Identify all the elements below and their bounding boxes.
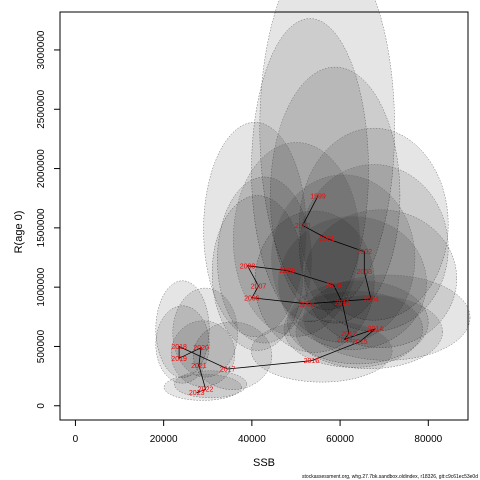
year-label-2019: 2019 [171,356,187,363]
uncertainty-ellipse-2021 [170,320,236,387]
y-tick-label: 2000000 [36,149,47,188]
x-axis: 0 20000 40000 60000 80000 [73,419,443,445]
year-label-2008: 2008 [240,263,256,270]
uncertainty-ellipse-2002 [299,127,449,321]
uncertainty-ellipses [155,0,471,401]
uncertainty-ellipse-2006 [211,195,304,351]
x-tick-label: 60000 [326,434,354,445]
uncertainty-ellipse-2000 [251,18,369,323]
y-tick-label: 1500000 [36,208,47,247]
year-label-2000: 2000 [295,223,311,230]
uncertainty-ellipse-2017 [193,321,273,390]
y-tick-label: 2500000 [36,89,47,128]
year-label-2021: 2021 [191,363,207,370]
uncertainty-ellipse-2022 [174,370,247,399]
x-axis-title: SSB [253,457,275,469]
year-label-2015: 2015 [352,339,368,346]
uncertainty-ellipse-2001 [270,66,401,324]
uncertainty-ellipse-2015 [295,294,443,369]
uncertainty-ellipse-2013 [283,290,423,368]
year-label-2017: 2017 [220,367,236,374]
y-tick-label: 500000 [36,329,47,363]
year-label-2007: 2007 [251,284,267,291]
y-tick-label: 3000000 [36,30,47,69]
trajectory-line [178,195,376,394]
year-label-2003: 2003 [357,269,373,276]
y-axis: 0 500000 1000000 1500000 2000000 2500000 30000… [36,30,61,409]
year-label-2001: 2001 [319,236,335,243]
uncertainty-ellipse-2003 [299,164,449,332]
year-label-2012: 2012 [341,331,357,338]
year-label-2005: 2005 [299,301,315,308]
x-tick-label: 40000 [238,434,266,445]
year-label-2002: 2002 [357,249,373,256]
uncertainty-ellipse-2012 [287,280,429,365]
year-label-2013: 2013 [337,337,353,344]
year-label-2011: 2011 [335,300,350,307]
year-label-2018: 2018 [171,344,187,351]
year-label-2009: 2009 [279,268,295,275]
year-label-2023: 2023 [189,390,205,397]
y-tick-label: 0 [36,403,47,409]
year-labels: 1999 2000 2001 2002 2003 2004 2005 2006 2007 2008… [171,193,383,397]
x-tick-label: 20000 [150,434,178,445]
uncertainty-ellipse-2019 [155,305,210,384]
y-axis-title: R(age 0) [13,211,25,254]
year-label-2004: 2004 [363,297,379,304]
year-label-2016: 2016 [304,358,320,365]
year-label-2010: 2010 [326,282,342,289]
source-credit: stockassessment.org, whg.27.7bk.sandbox.… [302,474,478,480]
year-label-2014: 2014 [368,326,384,333]
y-tick-label: 1000000 [36,267,47,306]
x-tick-label: 0 [73,434,79,445]
x-tick-label: 80000 [414,434,442,445]
year-label-1999: 1999 [310,193,326,200]
year-label-2020: 2020 [193,345,209,352]
uncertainty-ellipse-2009 [233,142,360,337]
year-label-2022: 2022 [198,387,214,394]
uncertainty-ellipse-2023 [163,373,242,401]
uncertainty-ellipse-2011 [278,216,427,350]
uncertainty-ellipse-2020 [172,287,238,378]
uncertainty-ellipse-2008 [203,122,307,337]
year-label-2006: 2006 [244,295,260,302]
uncertainty-ellipse-2018 [155,280,210,378]
